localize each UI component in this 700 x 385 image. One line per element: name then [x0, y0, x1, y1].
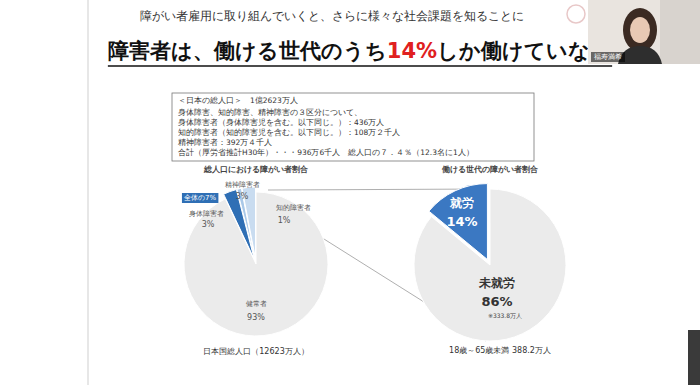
data-label: 14%: [446, 214, 477, 229]
slices: [414, 184, 566, 341]
slide-border: [88, 0, 89, 385]
header: 障がい者雇用に取り組んでいくと、さらに様々な社会課題を知ることに: [140, 9, 524, 23]
data-label: 3%: [236, 192, 249, 201]
info-box: [172, 93, 534, 161]
name-tag: [591, 52, 625, 62]
info-line: ＜日本の総人口＞ 1億2623万人: [178, 96, 298, 105]
slice-name: 健常者: [246, 300, 267, 308]
title-underline: [108, 65, 612, 67]
chart-title: 働ける世代の障がい者割合: [441, 165, 539, 174]
slice-name: 精神障害者: [225, 181, 260, 189]
info-line: 精神障害者：392万４千人: [178, 138, 272, 147]
slice-name: 知的障害者: [276, 204, 311, 212]
slice-name: 身体障害者: [189, 210, 224, 218]
annotation: 18歳～65歳未満 388.2万人: [449, 346, 551, 355]
participant-name: 福寿満希: [594, 53, 622, 61]
title-part: しか働けていない: [437, 39, 612, 63]
data-label: 93%: [247, 313, 265, 322]
pie-chart: 身体障害者 3% 知的障害者 1% 精神障害者 3% 健常者 93% 全体の7% 日本国総人口（1…: [182, 181, 328, 356]
hair: [623, 8, 657, 52]
side-strip: [688, 330, 700, 385]
webcam: 福寿満希: [588, 0, 700, 64]
annotation: 日本国総人口（12623万人）: [203, 347, 308, 356]
data-label: 1%: [278, 216, 291, 225]
info-line: 身体障害者（身体障害児を含む。以下同じ。）：436万人: [178, 118, 384, 127]
pie-chart: 就労 14% 未就労 86% ※333.8万人 18歳～65歳未満 388.2万人: [414, 184, 566, 355]
data-label: 86%: [481, 294, 512, 309]
webcam-wall: [660, 0, 700, 64]
slice: [184, 192, 328, 336]
slice: [414, 189, 566, 341]
info-line: 身体障害、知的障害、精神障害の３区分について、: [178, 108, 362, 117]
connector: [268, 189, 488, 190]
title-part: 14%: [387, 39, 437, 63]
info-line: 合計（厚労省推計H30年）・・・936万6千人 総人口の７．４％（12.3名に1…: [178, 148, 474, 157]
data-label: 3%: [202, 220, 215, 229]
annotation: ※333.8万人: [488, 312, 522, 319]
info-line: 知的障害者（知的障害児を含む。以下同じ。）：108万２千人: [178, 128, 400, 137]
page: 障がい者雇用に取り組んでいくと、さらに様々な社会課題を知ることに障害者は、働ける…: [0, 0, 700, 385]
background: [0, 0, 700, 385]
title: 障害者は、働ける世代のうち14%しか働けていない: [108, 39, 612, 63]
chart-title: 総人口における障がい者割合: [203, 165, 309, 174]
logo: [567, 5, 585, 23]
slice-name: 就労: [449, 196, 474, 210]
annotation-box: [182, 193, 218, 203]
title-part: 障害者は、働ける世代のうち: [108, 39, 387, 63]
face: [630, 17, 650, 43]
slices: [184, 187, 328, 336]
annotation: 全体の7%: [184, 194, 216, 202]
webcam-bg: [588, 0, 700, 64]
slice-name: 未就労: [478, 276, 515, 290]
